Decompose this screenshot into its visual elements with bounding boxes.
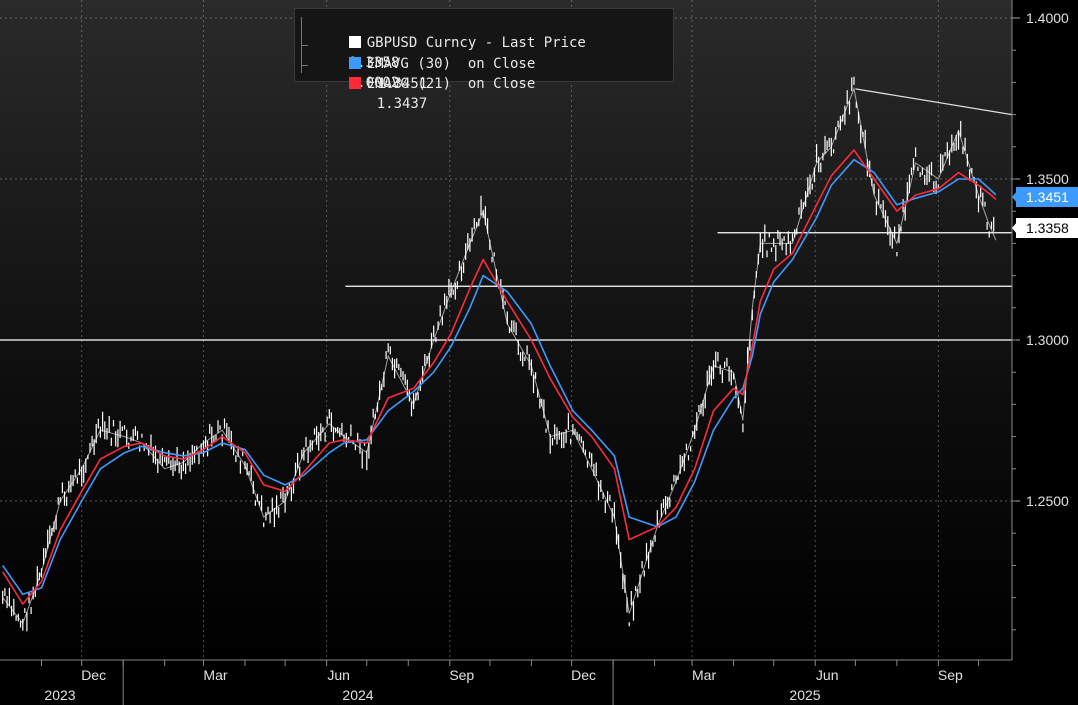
chart-legend: GBPUSD Curncy - Last Price 1.3358 -.0002…: [294, 8, 674, 112]
x-month-label: Sep: [449, 667, 474, 683]
y-axis: 1.4000 1.3500 1.3000 1.2500: [1011, 0, 1069, 660]
price-tag-pointer: [1012, 191, 1017, 203]
x-month-label: Dec: [81, 667, 106, 683]
plot-background: [0, 0, 1012, 660]
price-tag-value: 1.3451: [1026, 189, 1069, 205]
legend-tree-line: [301, 17, 310, 73]
legend-swatch-blue: [348, 57, 361, 69]
legend-swatch-white: [348, 36, 361, 48]
legend-label: GBPUSD Curncy - Last Price: [366, 35, 586, 51]
legend-value: 1.3437: [376, 96, 428, 112]
y-tick-label: 1.4000: [1026, 10, 1069, 26]
legend-value: 1.3451: [376, 76, 428, 92]
price-tag-pointer: [1012, 222, 1017, 234]
x-axis: Dec Mar Jun Sep Dec Mar Jun Sep 2023 2024 2025: [0, 659, 1012, 705]
y-tick-label: 1.3500: [1026, 171, 1069, 187]
y-tick-label: 1.2500: [1026, 493, 1069, 509]
legend-item-ema30: EMAVG (30) on Close 1.3451: [315, 34, 535, 92]
x-year-label: 2024: [342, 687, 373, 703]
legend-label: EMAVG (21) on Close: [366, 76, 536, 92]
x-month-label: Mar: [692, 667, 716, 683]
legend-swatch-red: [348, 77, 361, 89]
price-tag-ema30: 1.3451: [1016, 187, 1078, 207]
y-tick-label: 1.3000: [1026, 332, 1069, 348]
legend-label: EMAVG (30) on Close: [366, 56, 536, 72]
legend-item-ema21: EMAVG (21) on Close 1.3437: [315, 54, 535, 112]
x-month-label: Dec: [571, 667, 596, 683]
series-layer: [2, 76, 997, 632]
x-month-label: Jun: [816, 667, 839, 683]
legend-value: 1.3358: [348, 55, 400, 71]
x-year-label: 2023: [44, 687, 75, 703]
legend-item-last-price: GBPUSD Curncy - Last Price 1.3358 -.0002: [315, 13, 586, 91]
x-month-label: Sep: [938, 667, 963, 683]
x-month-label: Jun: [327, 667, 350, 683]
price-tag-last: 1.3358: [1016, 218, 1078, 238]
reference-lines: [0, 88, 1013, 341]
trend-line: [855, 88, 1013, 116]
price-tag-pointers: [1012, 191, 1017, 234]
x-year-label: 2025: [789, 687, 820, 703]
price-tag-value: 1.3358: [1026, 220, 1069, 236]
x-month-label: Mar: [203, 667, 227, 683]
legend-change: -.0002: [348, 75, 400, 91]
